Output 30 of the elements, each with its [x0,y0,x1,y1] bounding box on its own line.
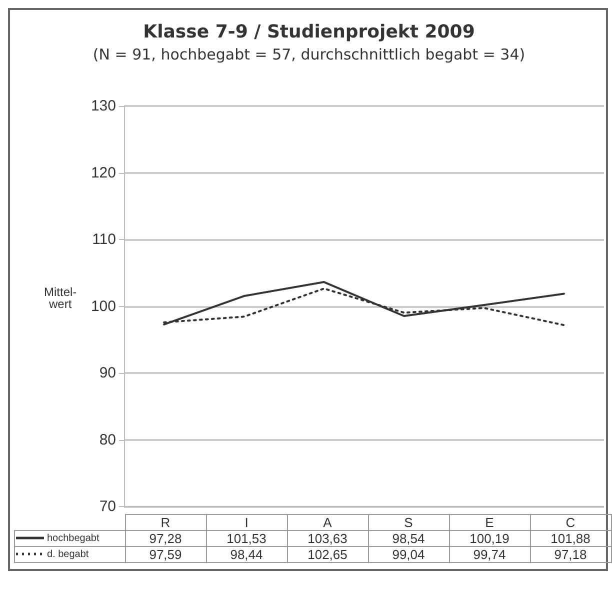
x-tick-label: C [530,514,611,530]
data-label: 98,54 [368,530,449,546]
data-label: 99,74 [449,546,530,562]
y-tick-label: 120 [90,164,116,182]
data-label: 99,04 [368,546,449,562]
y-tick-label: 70 [99,498,116,515]
x-tick-label: R [125,514,206,530]
x-tick-label: S [368,514,449,530]
x-tick-label: I [206,514,287,530]
data-label: 101,53 [206,530,287,546]
x-tick-label: A [287,514,368,530]
y-tick-label: 100 [90,298,116,315]
chart-subtitle: (N = 91, hochbegabt = 57, durchschnittlich begabt = 34) [92,46,526,64]
data-label: 103,63 [287,530,368,546]
legend-label: d. begabt [14,546,125,562]
data-label: 100,19 [449,530,530,546]
y-tick-label: 130 [90,98,116,114]
y-tick-label: 110 [92,231,116,248]
data-label: 102,65 [287,546,368,562]
data-label: 101,88 [530,530,611,546]
y-tick-label: 90 [99,364,116,382]
legend-label: hochbegabt [14,530,125,546]
data-label: 97,18 [530,546,611,562]
data-label: 97,59 [125,546,206,562]
data-label: 98,44 [206,546,287,562]
data-label: 97,28 [125,530,206,546]
chart-title: Klasse 7-9 / Studienprojekt 2009 [143,22,475,42]
y-tick-label: 80 [99,431,116,448]
y-axis-title: Mittel- wert [44,285,77,312]
x-tick-label: E [449,514,530,530]
